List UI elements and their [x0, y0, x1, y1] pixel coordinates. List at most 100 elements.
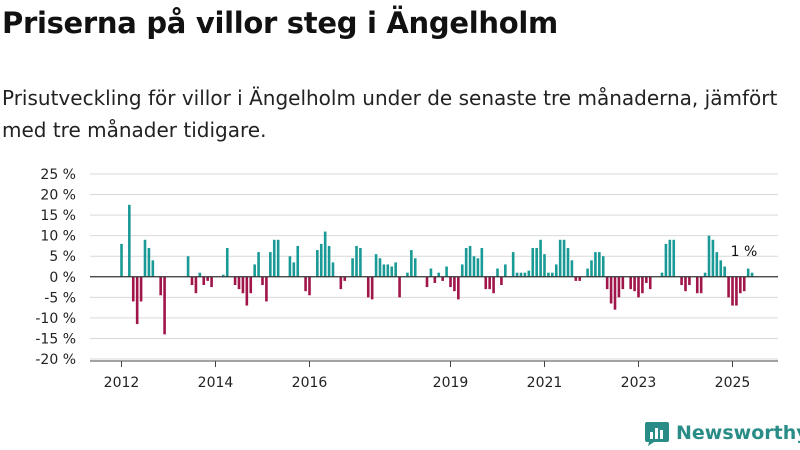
- bar: [429, 268, 433, 277]
- bar: [711, 239, 715, 277]
- bar: [637, 276, 640, 298]
- bar: [519, 272, 523, 277]
- x-tick-label: 2016: [292, 375, 328, 391]
- bar: [269, 252, 272, 277]
- latest-value-annotation: 1 %: [731, 244, 758, 260]
- bar: [680, 276, 683, 285]
- bar: [480, 248, 484, 277]
- bar: [703, 272, 707, 277]
- bar: [386, 264, 390, 277]
- bar: [551, 272, 554, 277]
- bar-chart-logo-icon: [645, 422, 669, 446]
- y-tick-label: -10 %: [35, 311, 76, 327]
- bar: [319, 243, 323, 277]
- bar: [331, 262, 335, 277]
- bar: [410, 250, 413, 277]
- bars: [120, 204, 754, 335]
- bar: [688, 276, 691, 285]
- bar: [253, 264, 256, 277]
- bar: [574, 276, 578, 281]
- bar: [707, 235, 711, 277]
- bar: [476, 258, 480, 277]
- bar: [135, 276, 139, 325]
- bar: [186, 256, 190, 277]
- bar: [586, 268, 589, 277]
- bar: [276, 239, 280, 277]
- bar: [739, 276, 742, 294]
- bar: [159, 276, 162, 296]
- bar: [660, 272, 664, 277]
- bar: [370, 276, 374, 300]
- bar: [723, 266, 726, 277]
- x-tick-label: 2012: [104, 375, 140, 391]
- bar: [120, 243, 123, 277]
- y-tick-label: 10 %: [40, 229, 76, 245]
- bar: [288, 256, 292, 277]
- bar: [645, 276, 648, 283]
- bar: [621, 276, 625, 290]
- bar: [233, 276, 237, 285]
- bar: [308, 276, 311, 296]
- bar: [272, 239, 276, 277]
- x-tick-label: 2019: [433, 375, 469, 391]
- chart-subtitle: Prisutveckling för villor i Ängelholm un…: [2, 86, 778, 142]
- x-tick-label: 2023: [621, 375, 657, 391]
- bar: [296, 245, 300, 277]
- bar: [374, 254, 378, 277]
- bar: [735, 276, 738, 306]
- bar: [437, 272, 441, 277]
- brand-name: Newsworthy: [676, 422, 800, 444]
- bar: [292, 262, 296, 277]
- bar: [500, 276, 503, 285]
- bar: [394, 262, 397, 277]
- bar: [515, 272, 519, 277]
- x-tick-label: 2014: [198, 375, 234, 391]
- bar: [539, 239, 542, 277]
- bar: [543, 254, 546, 277]
- bar: [143, 239, 147, 277]
- bar: [139, 276, 143, 302]
- bar: [366, 276, 370, 298]
- bar: [562, 239, 566, 277]
- bar: [492, 276, 495, 294]
- chart-title: Priserna på villor steg i Ängelholm: [2, 6, 558, 40]
- x-tick-label: 2021: [527, 375, 563, 391]
- bar: [731, 276, 734, 306]
- bar: [699, 276, 703, 294]
- bar: [727, 276, 730, 298]
- bar: [304, 276, 307, 292]
- bar: [668, 239, 672, 277]
- bar: [131, 276, 135, 302]
- bar: [433, 276, 437, 283]
- bar: [566, 248, 570, 277]
- y-tick-label: 0 %: [49, 270, 76, 286]
- bar: [590, 260, 593, 277]
- y-tick-label: 15 %: [40, 208, 76, 224]
- x-axis: 2012 2014 2016 2019 2021 2023 2025: [90, 360, 778, 391]
- bar: [617, 276, 621, 298]
- bar: [128, 204, 131, 277]
- bar: [613, 276, 617, 310]
- bar: [496, 268, 499, 277]
- bar: [742, 276, 746, 292]
- bar: [194, 276, 198, 294]
- bar: [535, 248, 538, 277]
- bar: [695, 276, 699, 294]
- bar: [547, 272, 550, 277]
- bar: [488, 276, 491, 290]
- bar: [609, 276, 613, 304]
- bar: [163, 276, 166, 335]
- bar: [715, 252, 719, 277]
- bar: [484, 276, 488, 290]
- bar: [633, 276, 636, 292]
- bar: [198, 272, 202, 277]
- bar: [504, 264, 507, 277]
- bar: [210, 276, 213, 288]
- bar: [241, 276, 245, 294]
- bar: [257, 252, 260, 277]
- bar: [511, 252, 515, 277]
- bar: [382, 264, 386, 277]
- bar: [343, 276, 347, 281]
- bar: [265, 276, 268, 302]
